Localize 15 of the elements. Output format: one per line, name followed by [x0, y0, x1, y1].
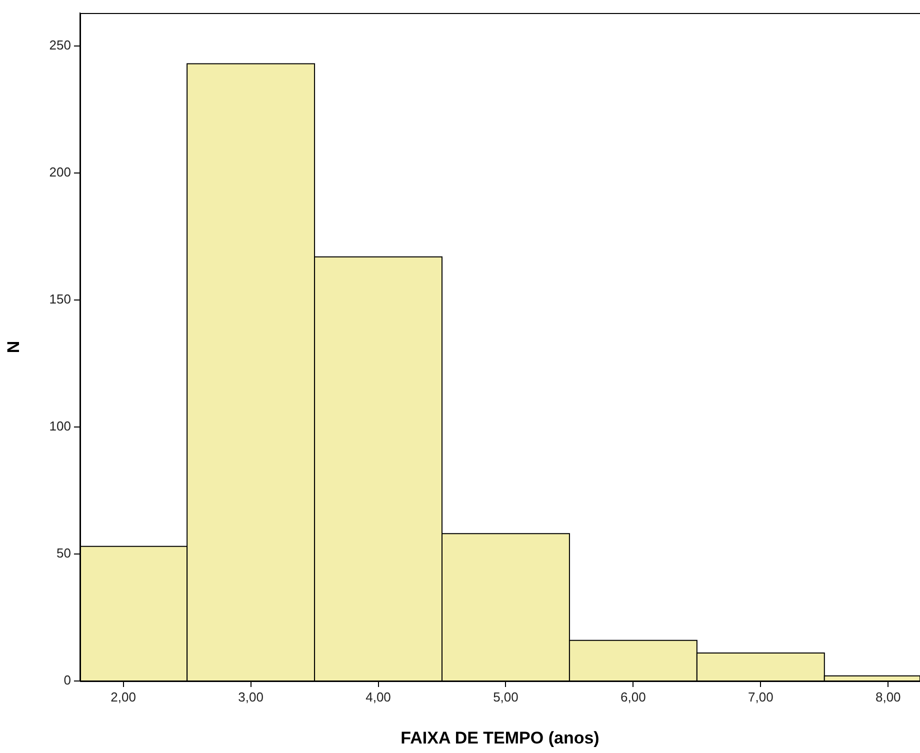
y-tick-label: 250 — [49, 38, 71, 53]
x-tick-label: 6,00 — [620, 689, 646, 704]
x-tick-label: 5,00 — [493, 689, 518, 704]
x-tick-label: 3,00 — [238, 689, 264, 704]
x-tick-label: 8,00 — [875, 689, 901, 704]
y-tick-label: 150 — [49, 292, 71, 307]
y-tick-label: 50 — [56, 546, 71, 561]
y-tick-label: 0 — [64, 672, 71, 688]
y-tick-label: 200 — [49, 164, 71, 180]
x-tick-label: 7,00 — [748, 689, 774, 704]
x-tick-label: 4,00 — [366, 689, 391, 704]
x-tick-label: 2,00 — [110, 689, 136, 704]
x-axis-title: FAIXA DE TEMPO (anos) — [400, 728, 600, 748]
y-axis-title: N — [4, 340, 23, 354]
y-tick-label: 100 — [49, 418, 71, 434]
